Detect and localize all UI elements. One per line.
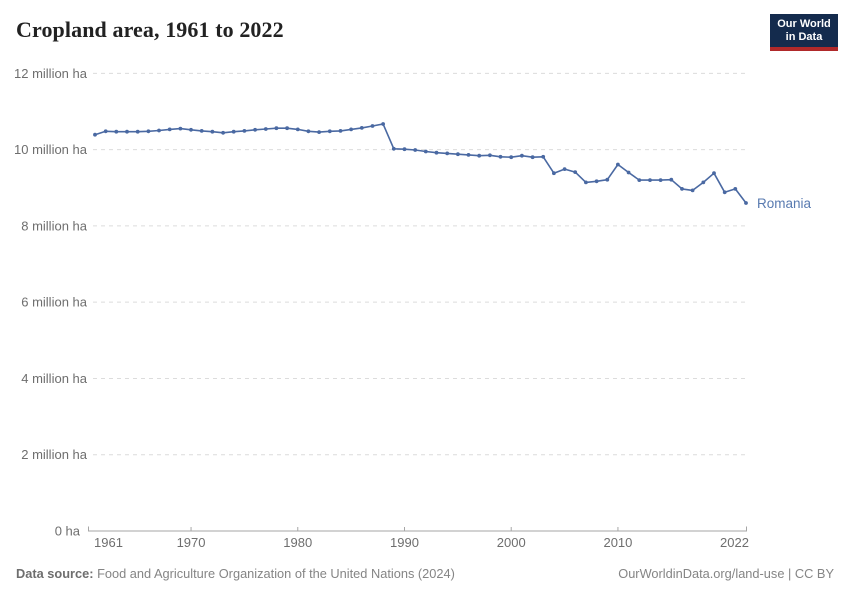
- y-axis-tick-label: 10 million ha: [14, 142, 88, 157]
- data-point: [541, 154, 546, 159]
- data-point: [327, 129, 332, 134]
- data-line-romania: [94, 123, 747, 204]
- x-axis-tick-label: 1961: [94, 535, 123, 550]
- data-point: [498, 154, 503, 159]
- data-point: [594, 179, 599, 184]
- data-point: [370, 124, 375, 128]
- data-point: [359, 126, 364, 130]
- license-text: | CC BY: [784, 566, 834, 581]
- data-point: [605, 177, 610, 182]
- data-point: [690, 188, 695, 193]
- data-point: [285, 126, 289, 131]
- owid-url-link[interactable]: OurWorldinData.org/land-use: [618, 566, 785, 581]
- data-point: [456, 152, 460, 157]
- data-point: [135, 129, 140, 134]
- chart-footer: Data source: Food and Agriculture Organi…: [16, 566, 834, 581]
- data-point: [722, 190, 727, 195]
- attribution-note: OurWorldinData.org/land-use | CC BY: [618, 566, 834, 581]
- data-source-text: Food and Agriculture Organization of the…: [93, 566, 455, 581]
- data-point: [93, 132, 97, 137]
- data-point: [712, 171, 716, 176]
- data-point: [199, 129, 204, 133]
- data-point: [733, 187, 738, 191]
- owid-logo-line1: Our World: [777, 17, 831, 30]
- data-point: [210, 129, 215, 134]
- data-point: [189, 127, 193, 132]
- data-point: [509, 155, 514, 160]
- data-point: [648, 178, 652, 183]
- y-axis-tick-label: 6 million ha: [21, 295, 88, 310]
- data-source-label: Data source:: [16, 566, 94, 581]
- data-point: [242, 129, 247, 133]
- data-point: [317, 130, 321, 135]
- data-point: [178, 126, 183, 131]
- data-point: [402, 147, 407, 152]
- data-point: [338, 129, 343, 133]
- data-point: [562, 167, 567, 172]
- owid-logo-box: Our World in Data: [770, 14, 838, 47]
- data-point: [744, 201, 748, 205]
- data-point: [381, 122, 385, 126]
- data-point: [103, 129, 108, 134]
- data-point: [306, 129, 311, 134]
- data-point: [669, 177, 674, 182]
- data-point: [658, 178, 663, 183]
- owid-logo[interactable]: Our World in Data: [770, 14, 838, 51]
- x-axis-tick-label: 2022: [720, 535, 749, 550]
- data-point: [349, 127, 353, 132]
- data-point: [263, 127, 268, 131]
- data-point: [146, 129, 151, 134]
- data-point: [477, 153, 482, 158]
- data-point: [520, 153, 524, 158]
- data-point: [584, 180, 588, 185]
- data-point: [680, 187, 684, 191]
- data-point: [626, 170, 631, 175]
- x-axis-tick-label: 1970: [177, 535, 206, 550]
- y-axis-zero-label: 0 ha: [55, 524, 81, 539]
- x-axis-tick-label: 2000: [497, 535, 526, 550]
- data-point: [637, 178, 642, 183]
- data-point: [295, 127, 300, 132]
- data-point: [231, 129, 236, 134]
- y-axis-tick-label: 8 million ha: [21, 218, 88, 233]
- data-point: [221, 130, 226, 135]
- data-point: [466, 153, 471, 157]
- data-point: [530, 155, 535, 160]
- data-point: [167, 127, 172, 132]
- data-point: [701, 180, 706, 185]
- data-point: [573, 170, 578, 175]
- data-source-note: Data source: Food and Agriculture Organi…: [16, 566, 455, 581]
- owid-logo-red-bar: [770, 47, 838, 51]
- y-axis-tick-label: 12 million ha: [14, 66, 88, 81]
- data-point: [434, 150, 439, 155]
- x-axis-tick-label: 1980: [283, 535, 312, 550]
- data-point: [125, 129, 129, 134]
- data-point: [391, 146, 396, 151]
- data-point: [274, 126, 279, 131]
- data-point: [445, 151, 450, 156]
- data-point: [616, 162, 620, 167]
- y-axis-tick-label: 2 million ha: [21, 447, 88, 462]
- y-axis-tick-label: 4 million ha: [21, 371, 88, 386]
- entity-label-romania: Romania: [757, 196, 812, 211]
- data-point: [114, 129, 119, 134]
- owid-logo-line2: in Data: [785, 30, 823, 43]
- x-axis-tick-label: 1990: [390, 535, 419, 550]
- data-point: [253, 127, 257, 132]
- page-title: Cropland area, 1961 to 2022: [16, 17, 284, 42]
- data-point: [552, 171, 556, 176]
- data-point: [413, 148, 418, 152]
- data-point: [488, 153, 492, 158]
- data-point: [157, 128, 161, 133]
- data-point: [423, 149, 428, 154]
- x-axis-tick-label: 2010: [603, 535, 632, 550]
